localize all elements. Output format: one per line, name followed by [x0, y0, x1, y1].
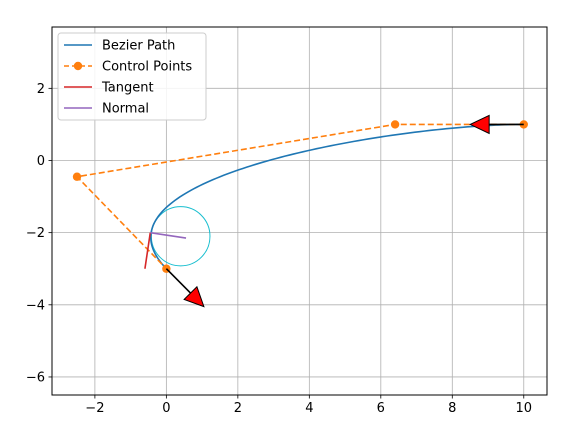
normal-line [150, 231, 187, 239]
y-tick-label: −4 [26, 298, 45, 313]
legend-label: Control Points [102, 60, 192, 75]
legend: Bezier Path Control Points Tangent Normal [57, 32, 207, 121]
ticks: −2 0 2 4 6 8 10 −6 −4 −2 0 2 [26, 82, 532, 416]
curvature-circle [150, 206, 211, 267]
arrow-head [468, 114, 490, 135]
legend-entry: Control Points [64, 60, 192, 75]
legend-entry: Normal [64, 102, 149, 117]
x-tick-label: 10 [515, 401, 532, 416]
axes-frame [51, 26, 548, 396]
legend-box [57, 32, 207, 121]
y-tick-label: 0 [37, 154, 45, 169]
bezier-path-line [149, 123, 524, 270]
x-tick-label: 4 [305, 401, 313, 416]
x-tick-label: 2 [234, 401, 242, 416]
legend-marker [73, 61, 83, 71]
direction-arrow [468, 114, 524, 135]
arrow-head [183, 285, 205, 308]
tangent-line [144, 232, 152, 269]
legend-entry: Bezier Path [64, 39, 175, 54]
legend-label: Normal [102, 102, 149, 117]
x-tick-label: 8 [448, 401, 456, 416]
y-tick-label: −6 [26, 370, 45, 385]
arrow-shaft [165, 268, 192, 294]
x-tick-label: 0 [162, 401, 170, 416]
x-tick-label: 6 [377, 401, 385, 416]
y-tick-label: 2 [37, 82, 45, 97]
legend-label: Bezier Path [102, 39, 175, 54]
y-tick-label: −2 [26, 226, 45, 241]
plot-area [72, 114, 528, 308]
direction-arrow [165, 268, 205, 308]
legend-entry: Tangent [64, 81, 154, 96]
control-point-marker [72, 172, 82, 181]
control-point-marker [390, 120, 400, 129]
x-tick-label: −2 [85, 401, 104, 416]
control-polygon-line [75, 123, 524, 270]
legend-label: Tangent [101, 81, 154, 96]
